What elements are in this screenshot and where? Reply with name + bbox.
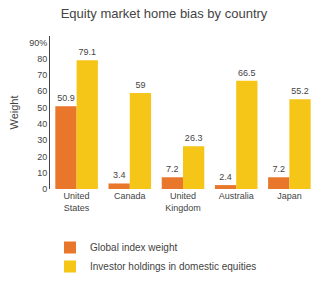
svg-text:Canada: Canada [114,191,146,201]
svg-text:Equity market home bias by cou: Equity market home bias by country [61,6,268,21]
svg-text:10: 10 [37,168,47,178]
svg-text:UnitedStates: UnitedStates [64,191,90,213]
svg-text:90%: 90% [29,38,47,48]
svg-text:Investor holdings in domestic: Investor holdings in domestic equities [90,261,256,272]
svg-text:20: 20 [37,152,47,162]
svg-text:7.2: 7.2 [273,164,286,174]
svg-text:30: 30 [37,135,47,145]
svg-text:50.9: 50.9 [57,93,75,103]
svg-text:79.1: 79.1 [78,47,96,57]
svg-text:50: 50 [37,103,47,113]
svg-text:7.2: 7.2 [166,164,179,174]
svg-text:70: 70 [37,70,47,80]
svg-text:Global index weight: Global index weight [90,242,177,253]
svg-text:26.3: 26.3 [185,133,203,143]
svg-text:66.5: 66.5 [238,68,256,78]
svg-text:59: 59 [135,80,145,90]
svg-text:80: 80 [37,54,47,64]
svg-text:Australia: Australia [219,191,254,201]
svg-text:60: 60 [37,86,47,96]
svg-text:3.4: 3.4 [113,170,126,180]
svg-text:2.4: 2.4 [219,172,232,182]
svg-text:Weight: Weight [8,95,20,129]
svg-text:Japan: Japan [277,191,302,201]
svg-text:55.2: 55.2 [291,86,309,96]
svg-text:40: 40 [37,119,47,129]
svg-text:0: 0 [42,184,47,194]
svg-text:UnitedKingdom: UnitedKingdom [165,191,201,213]
